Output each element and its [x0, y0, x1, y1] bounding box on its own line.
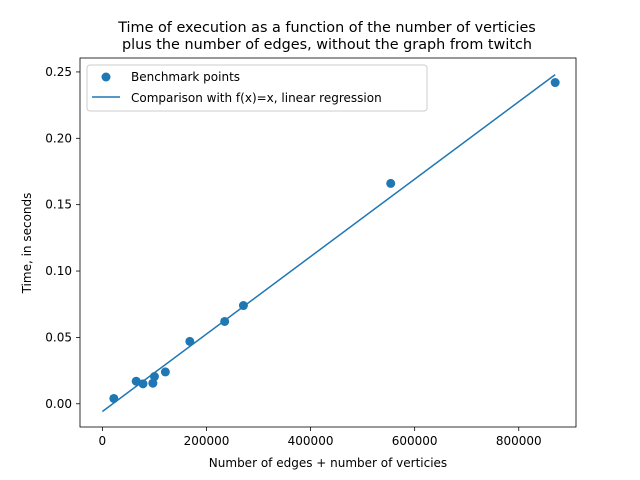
legend-label-benchmark: Benchmark points — [131, 70, 240, 84]
plot-area — [101, 73, 560, 413]
benchmark-point-8 — [220, 316, 230, 326]
y-axis: 0.00 0.05 0.10 0.15 0.20 0.25 — [45, 65, 80, 411]
x-tick-label: 400000 — [288, 434, 334, 448]
benchmark-point-1 — [109, 393, 119, 403]
benchmark-point-10 — [386, 178, 396, 188]
legend-frame — [86, 64, 428, 112]
chart-title-line-1: Time of execution as a function of the n… — [117, 20, 536, 36]
x-tick-label: 200000 — [184, 434, 230, 448]
y-axis-label: Time, in seconds — [20, 193, 34, 295]
y-tick-label: 0.25 — [45, 65, 72, 79]
legend: Benchmark points Comparison with f(x)=x,… — [86, 64, 428, 112]
x-tick-label: 800000 — [496, 434, 542, 448]
y-tick-label: 0.05 — [45, 330, 72, 344]
benchmark-point-9 — [238, 301, 248, 311]
benchmark-point-7 — [185, 336, 195, 346]
chart-title-line-2: plus the number of edges, without the gr… — [122, 37, 532, 53]
x-axis: 0 200000 400000 600000 800000 — [99, 427, 542, 448]
benchmark-point-2 — [131, 376, 141, 386]
x-tick-label: 600000 — [392, 434, 438, 448]
x-axis-label: Number of edges + number of verticies — [209, 456, 447, 470]
benchmark-point-5 — [149, 372, 159, 382]
legend-scatter-marker — [101, 72, 111, 82]
legend-label-regression: Comparison with f(x)=x, linear regressio… — [131, 91, 382, 105]
x-tick-label: 0 — [99, 434, 107, 448]
y-tick-label: 0.10 — [45, 264, 72, 278]
benchmark-point-11 — [550, 78, 560, 88]
y-tick-label: 0.20 — [45, 131, 72, 145]
plot-frame — [79, 57, 577, 428]
y-tick-label: 0.00 — [45, 397, 72, 411]
benchmark-point-3 — [138, 379, 148, 389]
y-tick-label: 0.15 — [45, 198, 72, 212]
regression-line — [101, 73, 556, 413]
benchmark-point-6 — [160, 367, 170, 377]
